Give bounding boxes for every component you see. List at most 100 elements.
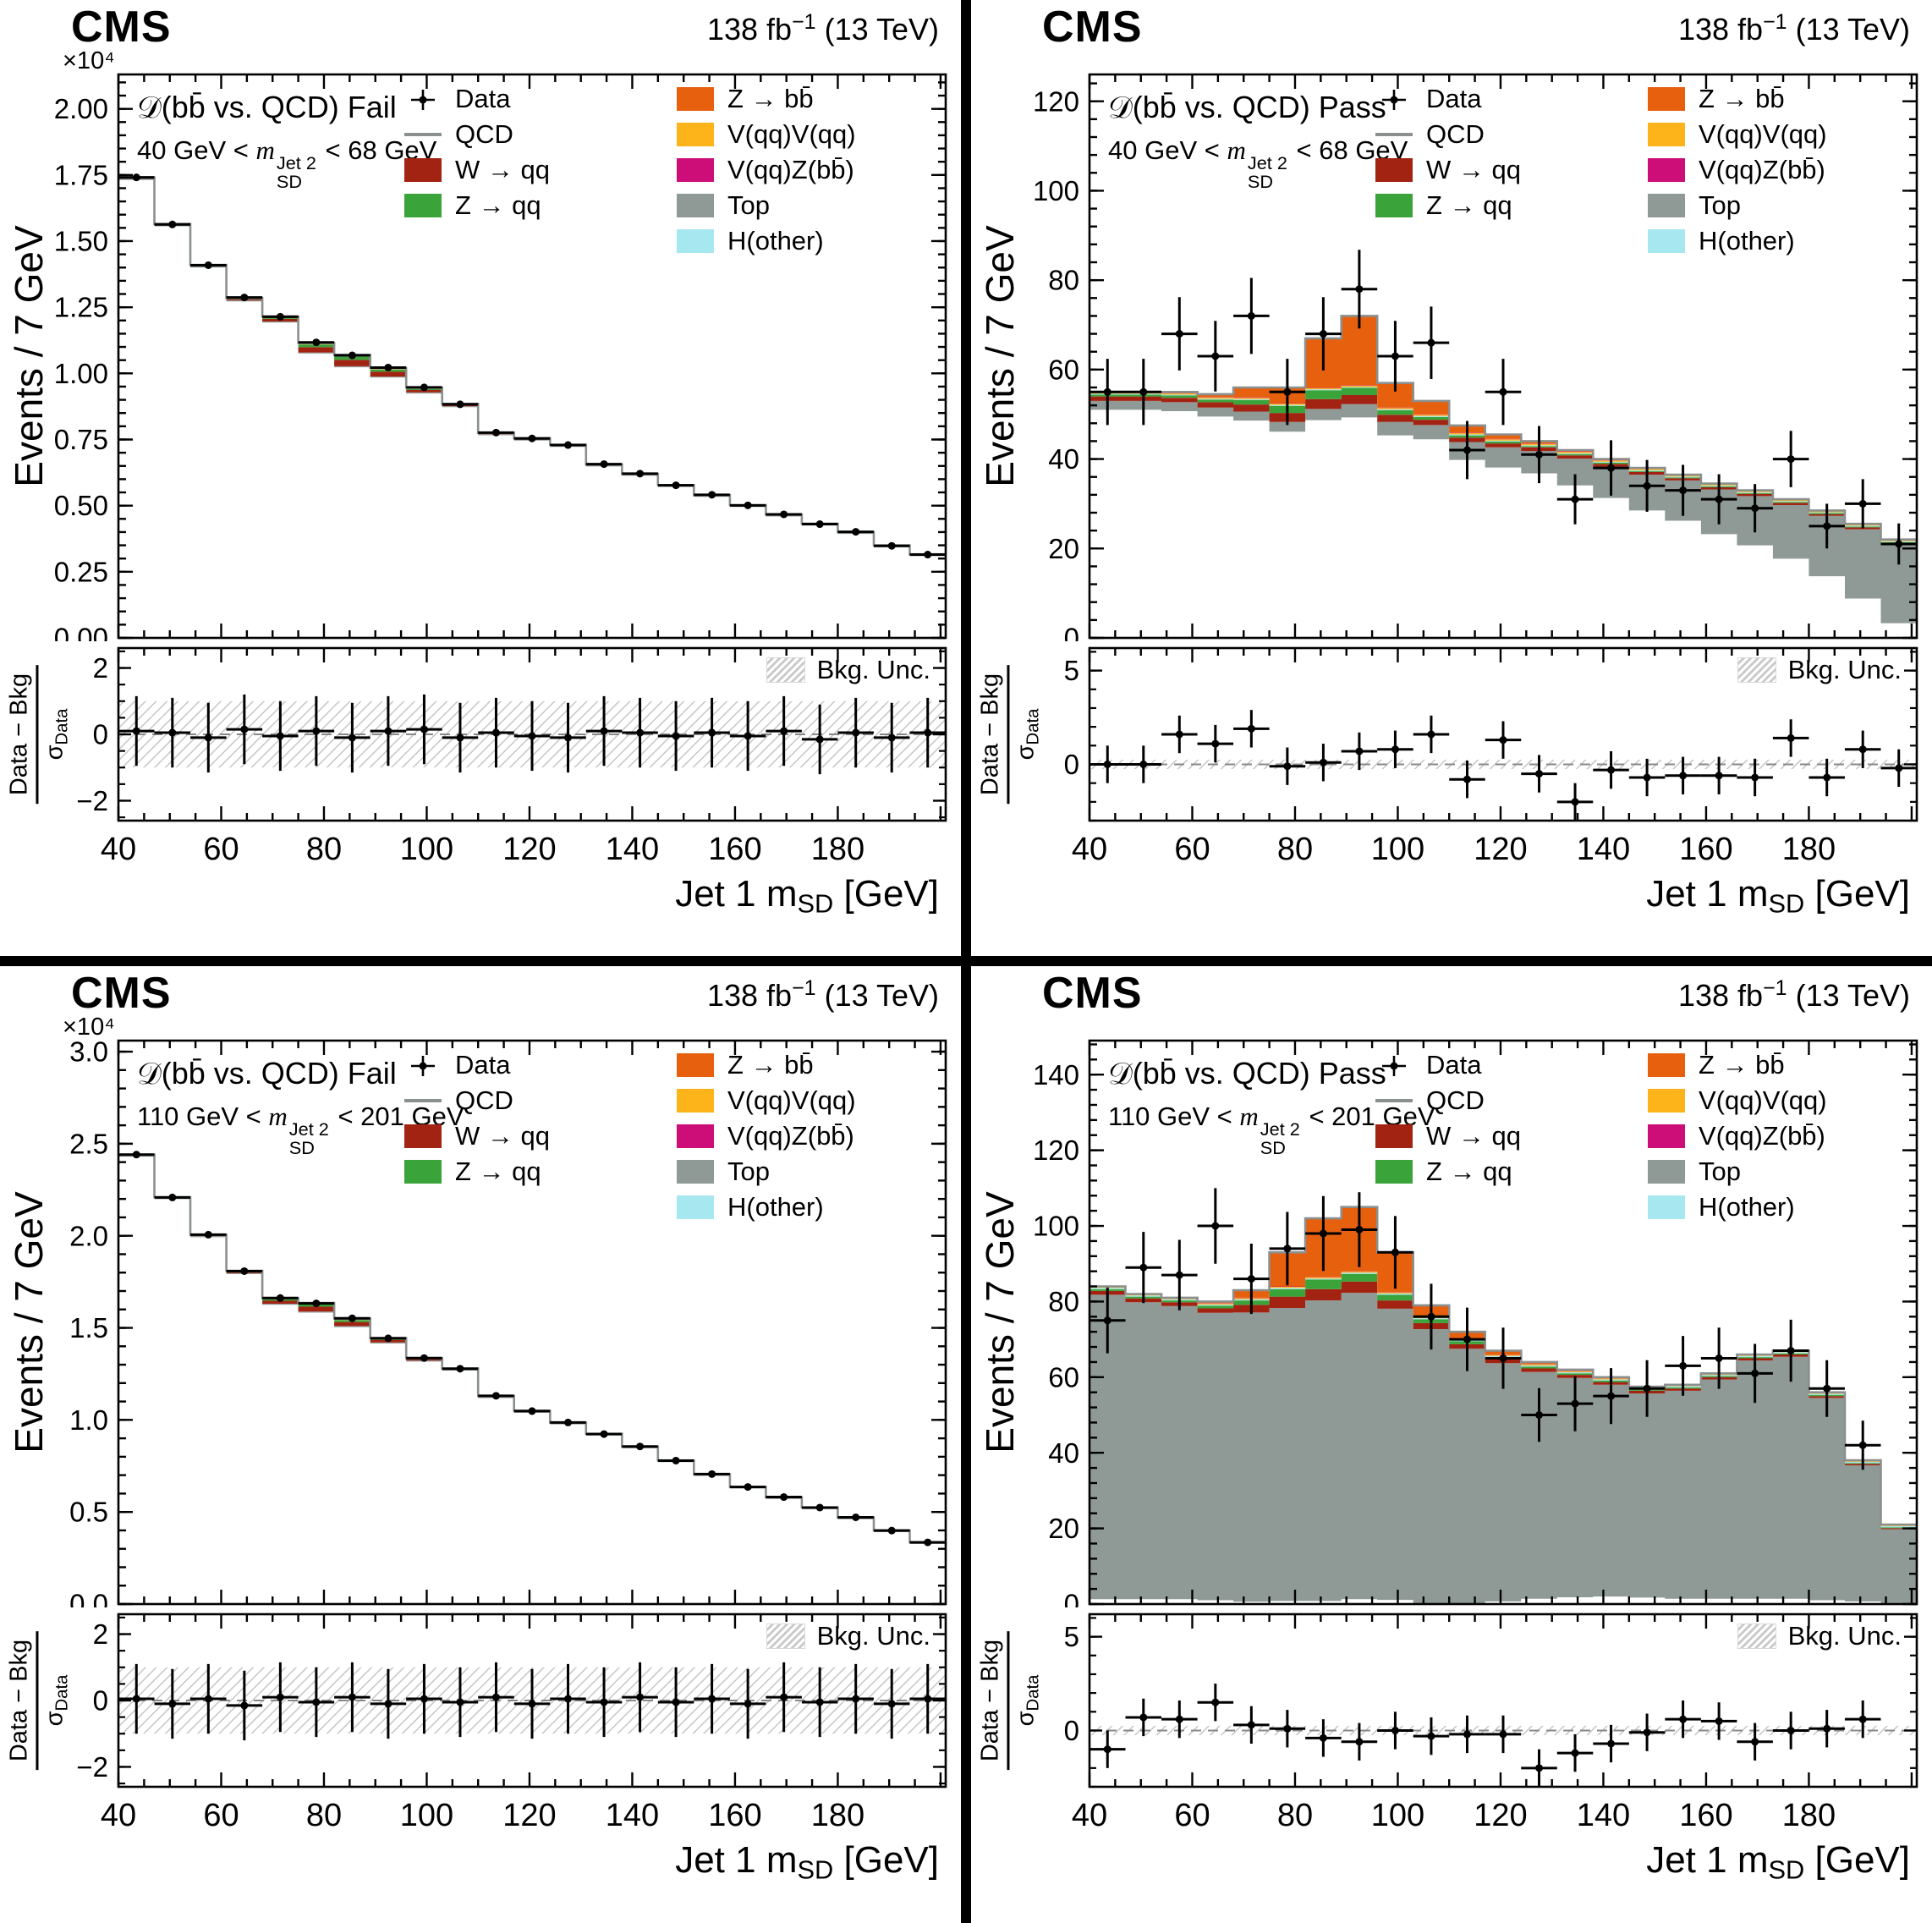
sigma-symbol: σ <box>1012 744 1040 761</box>
legend-column-1: Data QCD W → qq Z → qq <box>1375 81 1648 259</box>
legend-label: W → qq <box>1426 155 1521 184</box>
svg-text:5: 5 <box>1064 655 1079 686</box>
legend-swatch <box>404 194 442 217</box>
ratio-plot-content: −2 0 2 40 60 80 100 120 140 160 180 <box>76 1613 947 1833</box>
svg-text:120: 120 <box>1033 85 1079 117</box>
legend-item-wqq: W → qq <box>404 1118 677 1154</box>
main-plot-content: 0 20 40 60 80 100 120 <box>1033 73 1918 641</box>
legend-swatch <box>1375 158 1413 182</box>
svg-text:180: 180 <box>1782 1798 1836 1833</box>
bkg-unc-legend: Bkg. Unc. <box>766 655 930 685</box>
svg-text:160: 160 <box>1679 1798 1732 1833</box>
svg-text:100: 100 <box>400 832 453 867</box>
legend-line-swatch <box>1375 1089 1413 1113</box>
mass-variable: m <box>1227 135 1246 165</box>
mass-sup: Jet 2 <box>288 1118 329 1140</box>
lumi-label: 138 fb−1 (13 TeV) <box>1678 10 1910 47</box>
bkg-unc-legend: Bkg. Unc. <box>1737 1621 1902 1651</box>
lumi-energy: (13 TeV) <box>815 12 939 47</box>
svg-text:0: 0 <box>1064 1715 1079 1746</box>
svg-text:0.50: 0.50 <box>54 490 108 521</box>
bkg-unc-label: Bkg. Unc. <box>816 655 930 684</box>
svg-text:60: 60 <box>1174 1798 1210 1833</box>
svg-text:1.00: 1.00 <box>54 358 108 389</box>
mass-variable: m <box>255 135 275 165</box>
ratio-y-axis-title: Data − Bkg σData <box>976 1630 1043 1771</box>
mass-sub: SD <box>276 170 302 192</box>
legend-item-vqqzbb: V(qq)Z(bb̄) <box>1648 1118 1827 1154</box>
svg-text:1.5: 1.5 <box>69 1312 108 1343</box>
ratio-plot-content: 0 5 40 60 80 100 120 140 160 180 <box>1064 1613 1918 1833</box>
legend-item-data: Data <box>404 81 677 117</box>
svg-text:0.5: 0.5 <box>69 1497 108 1528</box>
xlabel-sub: SD <box>797 1854 834 1885</box>
legend-label: Z → qq <box>1426 1157 1512 1186</box>
plot-title: 𝒟(bb̄ vs. QCD) Fail <box>137 90 397 124</box>
svg-text:0: 0 <box>93 1685 108 1717</box>
legend-label: Z → bb̄ <box>1699 1050 1785 1080</box>
svg-text:160: 160 <box>708 1798 761 1833</box>
legend-label: V(qq)V(qq) <box>1699 1085 1827 1115</box>
mass-variable: m <box>268 1102 288 1131</box>
legend-item-zqq: Z → qq <box>1375 188 1648 223</box>
legend-label: QCD <box>455 1085 513 1115</box>
svg-text:80: 80 <box>1048 265 1079 296</box>
svg-text:120: 120 <box>502 1798 556 1833</box>
svg-text:40: 40 <box>1048 443 1079 475</box>
legend-item-zqq: Z → qq <box>404 188 677 223</box>
legend-label: Z → bb̄ <box>1699 84 1785 113</box>
svg-text:80: 80 <box>1048 1286 1079 1317</box>
svg-text:140: 140 <box>1033 1059 1079 1091</box>
stack-top <box>1089 400 1917 624</box>
bkg-unc-legend: Bkg. Unc. <box>1737 655 1902 685</box>
legend-column-1: Data QCD W → qq Z → qq <box>404 81 677 259</box>
svg-text:−2: −2 <box>76 1751 108 1783</box>
main-plot: 0 20 40 60 80 100 120 140 <box>1033 1039 1918 1607</box>
legend: Data QCD W → qq Z → qq Z → bb̄ V(qq)V(qq) V(qq… <box>1375 81 1827 259</box>
legend-item-qcd: QCD <box>404 1083 677 1118</box>
svg-text:1.50: 1.50 <box>54 226 108 257</box>
svg-text:0.25: 0.25 <box>54 556 108 587</box>
legend-label: V(qq)Z(bb̄) <box>1699 155 1825 184</box>
legend-label: Top <box>1699 1157 1741 1186</box>
main-plot-content: 0.0 0.5 1.0 1.5 2.0 2.5 3.0 <box>69 1036 947 1607</box>
xlabel-post: [GeV] <box>1804 1839 1911 1881</box>
svg-text:60: 60 <box>1174 832 1210 867</box>
selection-pre: 40 GeV < <box>1108 135 1227 165</box>
legend: Data QCD W → qq Z → qq Z → bb̄ V(qq)V(qq) V(qq… <box>404 1047 856 1225</box>
svg-text:40: 40 <box>101 1798 136 1833</box>
legend-swatch <box>677 1160 714 1184</box>
ratio-denominator: σData <box>1009 1675 1043 1727</box>
ratio-numerator: Data − Bkg <box>976 1630 1010 1771</box>
svg-text:2: 2 <box>93 652 108 684</box>
legend-label: Z → bb̄ <box>727 1050 814 1080</box>
mass-supsub: Jet 2 SD <box>277 154 316 190</box>
data-marker-icon <box>1382 1056 1406 1076</box>
xlabel-pre: Jet 1 m <box>1646 1839 1769 1881</box>
legend-swatch <box>1375 1160 1413 1184</box>
svg-text:80: 80 <box>1277 832 1313 867</box>
legend-label: Data <box>1426 84 1482 113</box>
legend-label: H(other) <box>1699 1192 1795 1222</box>
lumi-label: 138 fb−1 (13 TeV) <box>707 10 939 47</box>
legend-swatch <box>677 87 714 111</box>
legend-label: Data <box>455 1050 511 1080</box>
legend-label: V(qq)Z(bb̄) <box>1699 1121 1825 1151</box>
legend-label: Data <box>455 84 511 113</box>
svg-text:180: 180 <box>811 1798 864 1833</box>
legend-swatch <box>1648 1089 1685 1113</box>
mass-variable: m <box>1239 1102 1259 1131</box>
mass-sup: Jet 2 <box>1260 1118 1300 1140</box>
svg-text:5: 5 <box>1064 1621 1079 1652</box>
svg-text:100: 100 <box>1371 1798 1424 1833</box>
legend-swatch <box>1648 1160 1685 1184</box>
svg-text:3.0: 3.0 <box>69 1036 108 1068</box>
legend-label: QCD <box>1426 119 1485 149</box>
selection-post: < 201 GeV <box>330 1102 464 1131</box>
svg-text:80: 80 <box>1277 1798 1313 1833</box>
x-axis-title: Jet 1 mSD [GeV] <box>675 1839 939 1886</box>
selection-label: 110 GeV < m Jet 2 SD < 201 GeV <box>1108 1102 1435 1157</box>
panel-pass-low-mass: CMS 138 fb−1 (13 TeV) Events / 7 GeV 0 20… <box>971 0 1932 956</box>
mass-sup: Jet 2 <box>1247 151 1287 173</box>
